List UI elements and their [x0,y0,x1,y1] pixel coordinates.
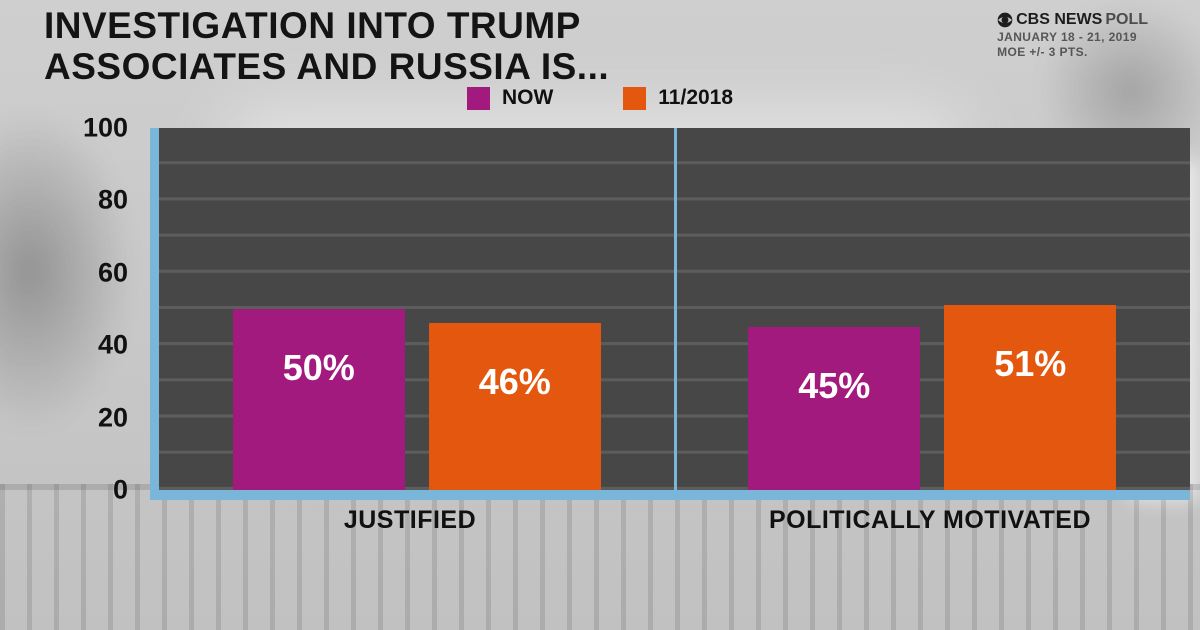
y-tick-label: 60 [97,257,128,288]
legend-label: NOW [501,86,554,109]
bar-11-2018: 51% [944,305,1117,490]
source-attribution: CBS NEWS POLL JANUARY 18 - 21, 2019 MOE … [997,10,1148,60]
x-category-label: JUSTIFIED [343,506,477,534]
source-line: CBS NEWS POLL [997,10,1148,30]
plot-area: 50% 46% 45% 51% [159,128,1190,490]
legend-swatch [623,86,647,110]
poll-date: JANUARY 18 - 21, 2019 [997,30,1137,44]
title-line-2: ASSOCIATES AND RUSSIA IS... [44,45,610,87]
category-divider-line [673,128,677,490]
bar-value-label: 51% [994,343,1067,385]
cbs-eye-icon [997,12,1013,28]
bar-chart: 0 20 40 60 80 100 50% 46% 45% 51% JUSTIFIED POLIT… [83,113,1190,535]
category-group: 50% 46% [159,128,675,490]
y-axis-line [150,128,159,500]
y-tick-label: 20 [97,402,128,433]
bar-value-label: 50% [282,347,355,388]
bar-value-label: 45% [798,365,871,407]
bar-value-label: 46% [478,361,551,403]
y-axis-labels: 0 20 40 60 80 100 [38,113,138,505]
legend-item: NOW [466,86,554,110]
x-category-label: POLITICALLY MOTIVATED [768,506,1092,534]
y-tick-label: 0 [112,474,128,505]
source-name: CBS NEWS [1016,11,1103,28]
y-tick-label: 100 [82,112,128,143]
x-axis-line [150,490,1190,500]
title-line-1: INVESTIGATION INTO TRUMP [44,5,581,46]
page-title: INVESTIGATION INTO TRUMP ASSOCIATES AND … [44,5,610,87]
poll-moe: MOE +/- 3 PTS. [997,45,1088,59]
category-group: 45% 51% [675,128,1191,490]
legend-label: 11/2018 [658,86,734,109]
x-axis-labels: JUSTIFIED POLITICALLY MOTIVATED [150,506,1190,535]
legend-swatch [466,86,490,110]
legend-item: 11/2018 [623,86,733,110]
bar-11-2018: 46% [428,323,601,490]
chart-legend: NOW 11/2018 [150,86,1050,110]
bar-now: 45% [748,327,921,490]
source-poll-label: POLL [1105,11,1148,28]
y-tick-label: 80 [97,184,128,215]
bar-now: 50% [232,309,405,490]
y-tick-label: 40 [97,329,128,360]
